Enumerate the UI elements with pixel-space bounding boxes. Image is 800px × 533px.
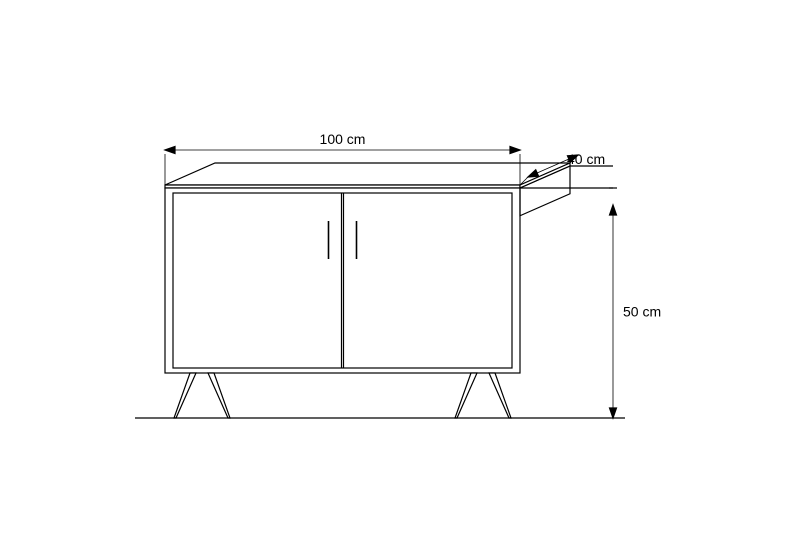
dimension-width-label: 100 cm [320, 131, 366, 147]
dimension-depth-label: 40 cm [567, 151, 605, 167]
dimension-height-label: 50 cm [623, 304, 661, 320]
